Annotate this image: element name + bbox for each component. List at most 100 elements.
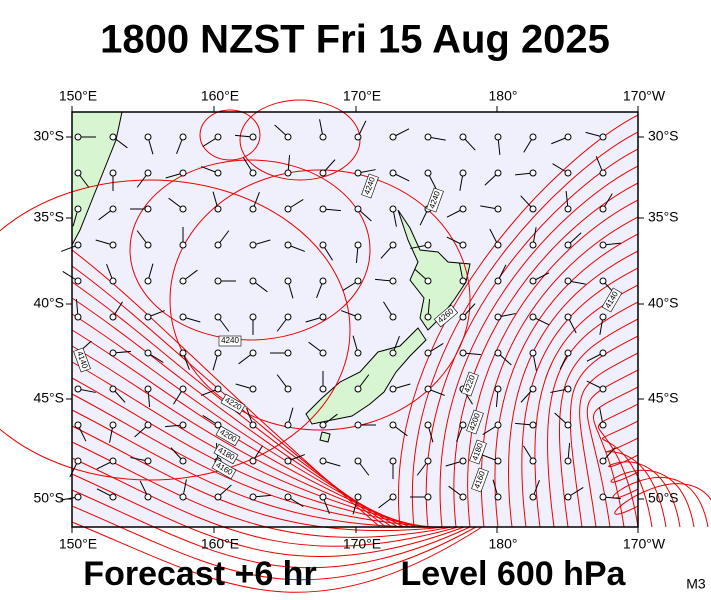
contour-label-box [433,304,459,328]
lon-label: 180° [489,536,518,552]
contour-label-box [426,187,444,213]
barb-station [459,133,467,141]
barb-station [214,349,222,357]
barb-station [354,457,362,465]
barb-station [494,205,502,213]
barb-station [354,421,362,429]
contour [569,335,639,528]
lat-label: 50°S [648,490,679,506]
contour-label-box [361,173,379,199]
contour-label-box [218,335,242,347]
barb-station [389,241,397,249]
barb-station [529,313,537,321]
barb-station [319,169,327,177]
barb-station [179,277,187,285]
contour [439,165,639,528]
axes: 150°E 150°E 160°E 160°E 170°E 170°E 180° 180° 17… [33,88,678,552]
barb-station [74,313,82,321]
barb-station [424,241,432,249]
barb-station [599,421,607,429]
barb-station [529,385,537,393]
barb-station [319,493,327,501]
barb-station [424,133,432,141]
barb-station [109,205,117,213]
level-label: Level 600 hPa [401,555,627,593]
barb-station [74,241,82,249]
barb-station [564,349,572,357]
lat-label: 35°S [33,209,64,225]
barb-station [109,313,117,321]
contour [71,329,411,528]
contour-label-box [469,439,487,465]
contour [547,301,639,528]
barb-station [284,457,292,465]
barb-station [249,457,257,465]
barb-station [389,457,397,465]
contour [71,457,459,547]
contour [71,313,405,528]
barb-station [529,241,537,249]
barb-station [214,241,222,249]
barb-station [179,133,187,141]
barb-station [319,313,327,321]
barb-station [109,349,117,357]
barb-station [144,457,152,465]
barb-station [179,169,187,177]
barb-station [109,421,117,429]
barb-station [459,277,467,285]
contour-label-box [466,409,484,435]
barb-station [109,493,117,501]
lon-label: 170°E [343,88,381,104]
barb-station [144,241,152,249]
barb-station [354,169,362,177]
model-code: M3 [686,576,706,592]
barb-station [459,241,467,249]
map-background [72,112,638,527]
contour [614,483,711,515]
barb-station [74,169,82,177]
barb-station [494,493,502,501]
barb-station [214,385,222,393]
contour [508,250,639,528]
barb-station [459,457,467,465]
barb-station [494,385,502,393]
barb-station [144,205,152,213]
contour [559,318,639,528]
forecast-label: Forecast +6 hr [83,555,316,593]
barb-station [354,205,362,213]
barb-station [529,349,537,357]
barb-station [179,493,187,501]
barb-station [424,385,432,393]
barb-station [109,385,117,393]
barb-station [144,493,152,501]
contour [71,409,441,528]
barb-station [284,277,292,285]
barb-station [284,313,292,321]
contour [608,454,681,528]
lat-label: 30°S [33,128,64,144]
map-frame [71,111,639,528]
contour [605,437,667,528]
barb-station [599,241,607,249]
contour [199,109,261,161]
barb-station [284,241,292,249]
barb-station [319,349,327,357]
barb-station [424,277,432,285]
barb-station [284,385,292,393]
contour-label: 4160 [471,467,489,493]
barb-station [74,457,82,465]
barb-station [284,133,292,141]
lat-label: 45°S [33,390,64,406]
contour [71,425,447,532]
barb-station [564,205,572,213]
barb-station [179,385,187,393]
barb-station [424,313,432,321]
contour [71,505,477,581]
contour-label-box [601,287,623,313]
barb-station [144,277,152,285]
contour [71,281,393,528]
barb-station [494,241,502,249]
wind-barbs [60,119,621,515]
barb-station [214,421,222,429]
